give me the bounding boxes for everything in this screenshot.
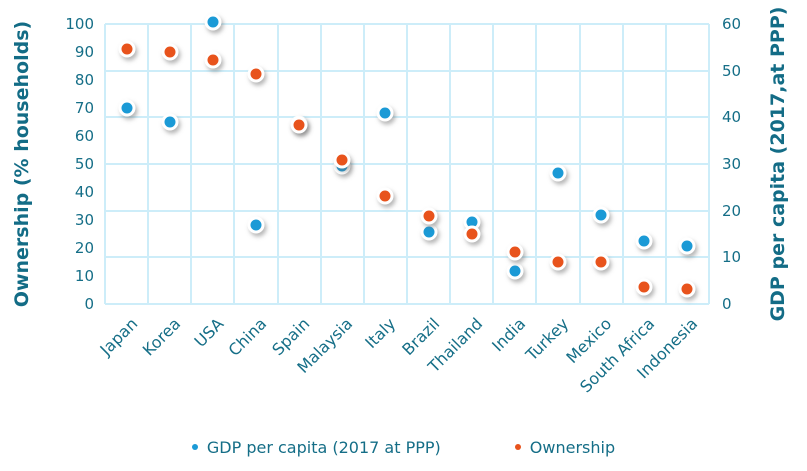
point-ownership-brazil[interactable] — [420, 207, 438, 225]
point-gdp-indonesia[interactable] — [678, 237, 696, 255]
left-axis-tick: 20 — [74, 239, 94, 257]
left-axis-tick: 30 — [74, 211, 94, 229]
left-axis-tick: 100 — [65, 15, 94, 33]
gridline-horizontal — [105, 23, 709, 25]
point-ownership-thailand[interactable] — [463, 225, 481, 243]
point-ownership-italy[interactable] — [376, 187, 394, 205]
legend-item-gdp[interactable]: GDP per capita (2017 at PPP) — [191, 437, 441, 457]
right-axis-tick: 60 — [722, 15, 742, 33]
left-axis-tick: 0 — [84, 295, 94, 313]
x-label-korea: Korea — [138, 314, 185, 360]
left-axis-tick: 40 — [74, 183, 94, 201]
point-gdp-brazil[interactable] — [420, 223, 438, 241]
legend: GDP per capita (2017 at PPP) Ownership — [0, 432, 807, 462]
point-gdp-india[interactable] — [506, 262, 524, 280]
x-label-italy: Italy — [361, 314, 400, 353]
point-ownership-spain[interactable] — [290, 116, 308, 134]
plot-area — [104, 13, 710, 305]
right-axis-title: GDP per capita (2017,at PPP) — [767, 6, 789, 322]
left-axis-tick: 60 — [74, 127, 94, 145]
point-gdp-italy[interactable] — [376, 104, 394, 122]
legend-label-ownership: Ownership — [529, 437, 616, 457]
left-axis-tick: 50 — [74, 155, 94, 173]
point-ownership-japan[interactable] — [118, 40, 136, 58]
point-ownership-india[interactable] — [506, 243, 524, 261]
gridline-horizontal — [105, 69, 709, 72]
point-ownership-korea[interactable] — [161, 43, 179, 61]
gridline-horizontal — [105, 209, 709, 212]
right-axis-tick: 40 — [722, 108, 742, 127]
point-ownership-mexico[interactable] — [592, 253, 610, 271]
x-label-china: China — [224, 314, 271, 360]
left-axis-tick: 70 — [74, 99, 94, 117]
right-axis-tick: 30 — [722, 155, 742, 173]
gridline-horizontal — [105, 303, 709, 305]
point-gdp-usa[interactable] — [204, 13, 222, 31]
point-gdp-mexico[interactable] — [592, 206, 610, 224]
right-axis-tick: 0 — [722, 295, 732, 313]
point-ownership-malaysia[interactable] — [333, 151, 351, 169]
right-axis-tick: 50 — [722, 61, 742, 80]
legend-dot-blue-icon — [191, 444, 198, 450]
x-label-usa: USA — [190, 314, 228, 351]
right-axis-tick: 20 — [722, 201, 742, 220]
point-ownership-usa[interactable] — [204, 51, 222, 69]
point-gdp-china[interactable] — [247, 216, 265, 234]
point-gdp-korea[interactable] — [161, 113, 179, 131]
point-gdp-south-africa[interactable] — [635, 232, 653, 250]
legend-dot-orange-icon — [514, 444, 521, 450]
point-ownership-south-africa[interactable] — [635, 278, 653, 296]
x-label-japan: Japan — [95, 314, 141, 360]
point-ownership-china[interactable] — [247, 65, 265, 83]
legend-label-gdp: GDP per capita (2017 at PPP) — [206, 437, 441, 457]
gridline-horizontal — [105, 116, 709, 119]
right-axis-tick: 10 — [722, 248, 742, 267]
point-gdp-japan[interactable] — [118, 99, 136, 117]
gridline-horizontal — [105, 256, 709, 259]
gridline-vertical — [708, 24, 710, 304]
left-axis-tick: 10 — [74, 267, 94, 285]
point-ownership-indonesia[interactable] — [678, 280, 696, 298]
point-gdp-turkey[interactable] — [549, 164, 567, 182]
legend-item-ownership[interactable]: Ownership — [514, 437, 616, 457]
left-axis-tick: 80 — [74, 71, 94, 89]
left-axis-tick: 90 — [74, 43, 94, 61]
gridline-horizontal — [105, 163, 709, 165]
point-ownership-turkey[interactable] — [549, 253, 567, 271]
